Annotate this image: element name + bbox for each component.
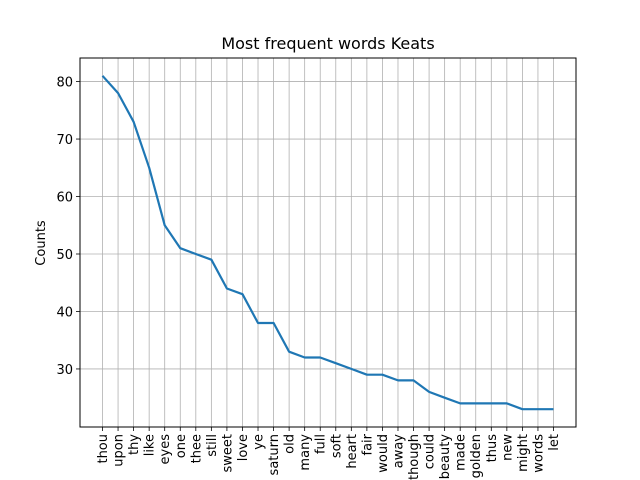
x-tick-label: made xyxy=(454,434,469,471)
x-tick-label: ye xyxy=(252,434,267,450)
plot-area xyxy=(79,57,577,428)
x-tick-label: would xyxy=(376,434,391,473)
x-tick-label: could xyxy=(423,434,438,469)
x-axis: thou upon thy like eyes one thee still sweet love… xyxy=(96,427,562,480)
x-tick-label: thou xyxy=(96,434,111,464)
x-tick-label: old xyxy=(283,434,298,454)
x-tick-label: sweet xyxy=(220,434,235,473)
x-tick-label: golden xyxy=(469,434,484,478)
x-tick-label: like xyxy=(143,434,158,456)
y-axis-label: Counts xyxy=(34,220,49,266)
x-tick-label: saturn xyxy=(267,434,282,475)
y-tick-label: 60 xyxy=(56,191,73,206)
x-tick-label: let xyxy=(547,434,562,451)
y-axis: 30 40 50 60 70 80 xyxy=(56,76,80,378)
x-tick-label: thy xyxy=(127,434,142,455)
x-tick-label: fair xyxy=(360,433,375,455)
x-tick-label: thee xyxy=(189,434,204,463)
x-tick-label: though xyxy=(407,434,422,480)
x-tick-label: full xyxy=(314,434,329,454)
x-tick-label: one xyxy=(174,434,189,458)
x-tick-label: away xyxy=(391,434,406,469)
chart-title: Most frequent words Keats xyxy=(221,34,434,53)
x-tick-label: beauty xyxy=(438,434,453,480)
x-tick-label: might xyxy=(516,434,531,472)
grid-lines xyxy=(80,58,576,427)
y-tick-label: 30 xyxy=(56,363,73,378)
y-tick-label: 70 xyxy=(56,133,73,148)
y-tick-label: 40 xyxy=(56,305,73,320)
x-tick-label: upon xyxy=(112,434,127,467)
x-tick-label: thus xyxy=(485,434,500,463)
series-line xyxy=(101,75,554,411)
x-tick-label: heart xyxy=(345,434,360,469)
x-tick-label: soft xyxy=(329,434,344,458)
x-tick-label: many xyxy=(298,434,313,471)
x-tick-label: love xyxy=(236,434,251,461)
x-tick-label: words xyxy=(531,434,546,473)
x-tick-label: new xyxy=(500,434,515,461)
y-tick-label: 80 xyxy=(56,76,73,91)
y-tick-label: 50 xyxy=(56,248,73,263)
x-tick-label: eyes xyxy=(158,434,173,465)
x-tick-label: still xyxy=(205,434,220,457)
